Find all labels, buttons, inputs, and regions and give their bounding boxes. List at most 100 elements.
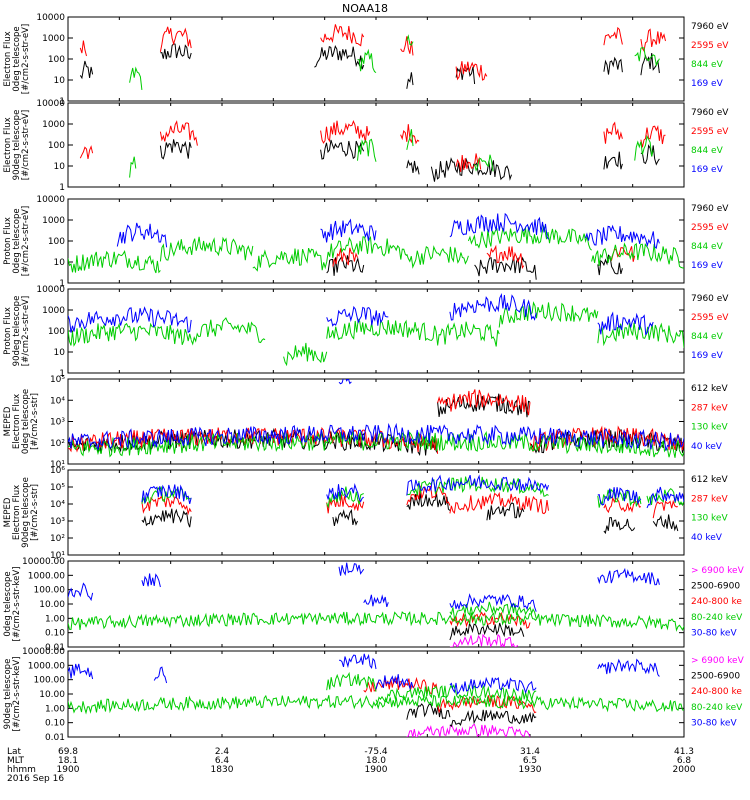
y-tick-label: 1000.00 <box>28 661 65 671</box>
series-line <box>406 129 414 150</box>
series-line <box>406 34 414 46</box>
series-line <box>283 342 328 367</box>
series-line <box>338 653 377 670</box>
series-line <box>584 224 660 249</box>
series-844-ev <box>68 301 684 367</box>
footer-value: 1900 <box>57 765 80 775</box>
series-line <box>437 321 500 347</box>
series-line <box>455 66 476 85</box>
series-line <box>474 154 494 172</box>
series-287-kev <box>141 485 678 519</box>
series-40-kev <box>68 379 684 451</box>
series-line <box>320 24 365 47</box>
series-line <box>68 422 684 451</box>
legend-entry: > 6900 keV <box>691 656 745 666</box>
y-tick-label: 10 <box>54 162 66 172</box>
series-line <box>406 474 549 496</box>
y-tick-label: 10.00 <box>39 690 65 700</box>
series-line <box>646 486 684 509</box>
y-axis-label: MEPED <box>3 497 13 527</box>
series-line <box>338 562 365 576</box>
plot-frame <box>67 378 685 465</box>
legend-entry: 612 keV <box>691 384 728 394</box>
y-axis-label: [#/cm2-s-str-keV] <box>12 657 22 732</box>
plot-frame <box>67 560 685 648</box>
series-line <box>455 61 488 81</box>
series-line <box>449 676 537 695</box>
footer-row-label: hhmm <box>7 765 36 775</box>
series-7960-ev <box>326 254 623 280</box>
y-axis-label: 90deg telescope <box>3 659 13 730</box>
series-line <box>332 247 358 267</box>
series-line <box>159 120 198 146</box>
series-line <box>591 242 684 269</box>
series-line <box>141 495 192 516</box>
series-line <box>326 305 389 327</box>
legend-entry: 30-80 keV <box>691 628 737 638</box>
y-tick-label: 10000.00 <box>22 557 65 567</box>
series-line <box>160 43 192 60</box>
panel-7: 0.01 0.10 1.00 10.00 100.00 1000.00 10000.00 0d… <box>3 557 745 653</box>
series-80-240-kev <box>68 601 684 632</box>
series-line <box>406 723 531 737</box>
series-line <box>68 306 192 333</box>
y-tick-label: 10⁵ <box>50 483 65 493</box>
legend-entry: 130 keV <box>691 514 728 524</box>
y-tick-label: 100 <box>48 141 65 151</box>
panel-3: 1 10 100 1000 10000 Proton Flux 0deg telescope… <box>3 195 729 289</box>
series-line <box>141 484 192 505</box>
plot-frame <box>67 288 685 374</box>
footer-value: 1830 <box>211 765 234 775</box>
legend-entry: 80-240 keV <box>691 613 743 623</box>
y-tick-label: 100.00 <box>34 676 66 686</box>
series-line <box>363 594 389 608</box>
legend-entry: 30-80 keV <box>691 718 737 728</box>
footer-value: 6.5 <box>523 756 537 766</box>
series-line <box>68 250 161 274</box>
legend-entry: 2500-6900 <box>691 672 740 682</box>
y-axis-label: [#/cm2-s-str] <box>30 484 40 541</box>
y-axis-label: Electron Flux <box>12 394 22 449</box>
footer: Lat 69.8 2.4 -75.4 31.4 41.3 MLT 18.1 6.4 18.0 6.5… <box>7 747 696 784</box>
y-axis-label: Proton Flux <box>3 307 13 355</box>
legend-entry: 612 keV <box>691 475 728 485</box>
y-tick-label: 1000 <box>42 216 65 226</box>
y-axis-label: [#/cm2-s-str-eV] <box>21 206 31 276</box>
series-line <box>375 674 414 691</box>
footer-value: 18.1 <box>58 756 78 766</box>
y-tick-label: 10³ <box>50 418 65 428</box>
series-40-kev <box>141 474 684 509</box>
series-line <box>357 138 377 162</box>
panel-2: 1 10 100 1000 10000 Electron Flux 90deg telesc… <box>3 99 729 193</box>
legend-entry: 7960 eV <box>691 294 729 304</box>
series-612-kev <box>141 493 679 535</box>
y-tick-label: 10¹ <box>50 551 65 561</box>
footer-value: -75.4 <box>364 747 388 757</box>
series-line <box>634 135 654 161</box>
legend-entry: 844 eV <box>691 60 724 70</box>
footer-value: 1900 <box>365 765 388 775</box>
legend-entry: 80-240 keV <box>691 703 743 713</box>
footer-date: 2016 Sep 16 <box>7 774 64 784</box>
series-80-240-kev <box>68 671 684 715</box>
y-tick-label: 10⁵ <box>50 375 65 385</box>
series-line <box>603 517 636 535</box>
series-line <box>652 514 679 532</box>
series-169-ev <box>116 212 660 249</box>
y-tick-label: 10.00 <box>39 600 65 610</box>
y-axis-label: [#/cm2-s-str] <box>30 393 40 450</box>
y-tick-label: 10000 <box>36 195 65 205</box>
legend-entry: 2595 eV <box>691 127 729 137</box>
plot-frame <box>67 16 685 102</box>
series-line <box>357 48 377 74</box>
series-line <box>597 567 660 586</box>
footer-value: 2000 <box>673 765 696 775</box>
y-tick-label: 10000.00 <box>22 647 65 657</box>
series-line <box>129 156 137 178</box>
series-130-kev <box>68 430 684 458</box>
y-axis-label: 90deg telescope <box>12 110 22 181</box>
series-line <box>406 245 469 269</box>
series-line <box>406 493 451 511</box>
series-line <box>597 311 654 336</box>
legend-entry: 287 keV <box>691 403 728 413</box>
